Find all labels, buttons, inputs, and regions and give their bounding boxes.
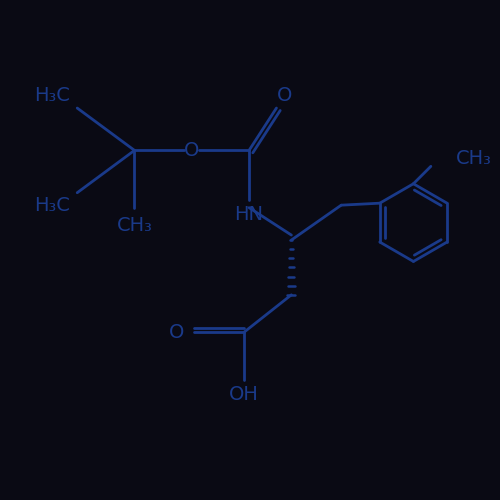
Text: H₃C: H₃C [34, 86, 70, 105]
Text: O: O [184, 141, 200, 160]
Text: O: O [169, 322, 184, 342]
Text: CH₃: CH₃ [116, 216, 152, 234]
Text: OH: OH [229, 385, 259, 404]
Text: H₃C: H₃C [34, 196, 70, 214]
Text: CH₃: CH₃ [456, 150, 492, 169]
Text: HN: HN [234, 204, 264, 224]
Text: O: O [277, 86, 292, 105]
